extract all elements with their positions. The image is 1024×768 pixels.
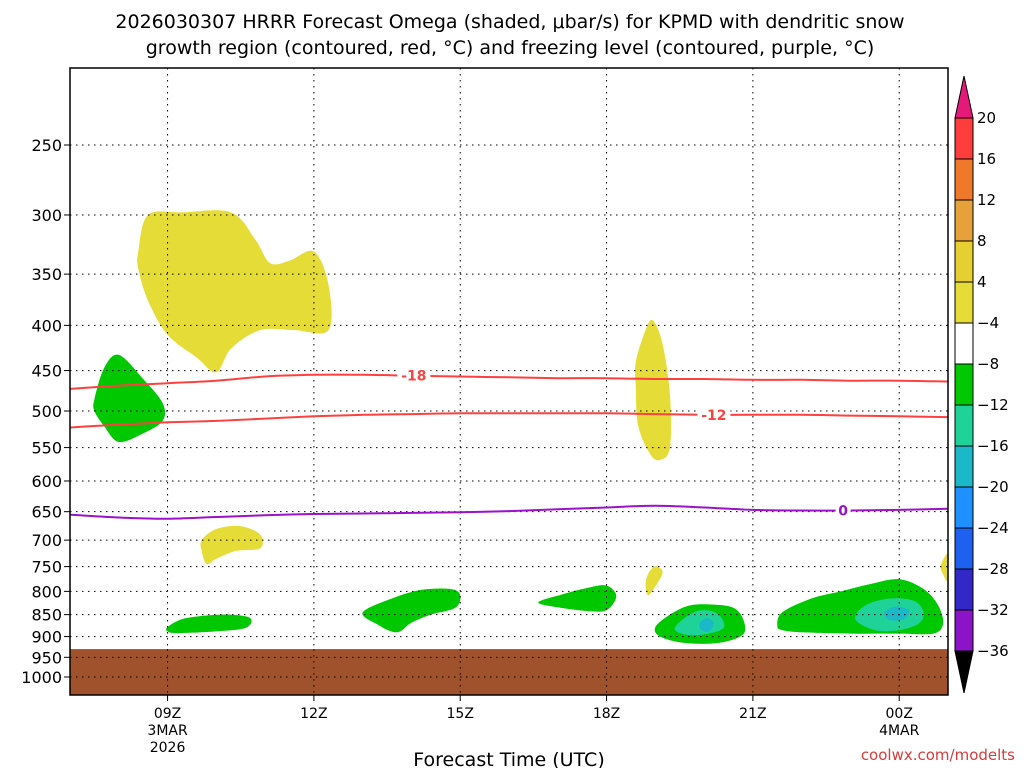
colorbar-swatch-2: [954, 199, 974, 242]
terrain-fill: [70, 649, 948, 695]
ytick-label-600: 600: [31, 472, 62, 491]
xtick-label-15Z: 15Z: [447, 706, 474, 722]
credit-text: coolwx.com/modelts: [861, 746, 1015, 764]
xtick-label-00Z: 00Z: [886, 706, 913, 722]
xtick-year-09Z: 2026: [150, 740, 186, 756]
colorbar-swatch-11: [954, 568, 974, 611]
omega-region-5: [93, 354, 166, 443]
omega-region-1: [200, 525, 263, 565]
omega-region-4: [940, 553, 948, 582]
ytick-label-650: 650: [31, 503, 62, 522]
colorbar-label-7: −12: [977, 396, 1009, 414]
colorbar-label-8: −16: [977, 437, 1009, 455]
contour-line-0: [70, 373, 948, 390]
colorbar-swatch-0: [954, 117, 974, 160]
omega-region-2: [634, 319, 672, 461]
xtick-date-00Z: 4MAR: [879, 723, 920, 739]
ytick-label-350: 350: [31, 265, 62, 284]
contour-line-2: [70, 504, 948, 520]
contour-label-bg-2: [835, 502, 851, 519]
colorbar-swatch-12: [954, 609, 974, 652]
ytick-label-300: 300: [31, 206, 62, 225]
omega-region-0: [137, 210, 332, 373]
omega-region-11: [674, 610, 725, 636]
omega-region-3: [645, 566, 663, 596]
colorbar-label-13: −36: [977, 642, 1009, 660]
colorbar-swatch-5: [954, 322, 974, 365]
colorbar-swatch-8: [954, 445, 974, 488]
ytick-label-1000: 1000: [21, 668, 62, 687]
colorbar-label-10: −24: [977, 519, 1009, 537]
omega-region-13: [698, 618, 714, 632]
ytick-label-700: 700: [31, 531, 62, 550]
omega-region-14: [884, 606, 910, 621]
colorbar-swatch-10: [954, 527, 974, 570]
colorbar-label-4: 4: [977, 273, 987, 291]
contour-label-0: -18: [401, 369, 426, 385]
contour-line-1: [70, 412, 948, 429]
colorbar-label-11: −28: [977, 560, 1009, 578]
colorbar-swatch-7: [954, 404, 974, 447]
colorbar-label-6: −8: [977, 355, 999, 373]
contour-label-bg-0: [397, 367, 431, 384]
chart-title-line2: growth region (contoured, red, °C) and f…: [146, 37, 875, 59]
temperature-contours: -18 -12 0: [70, 367, 948, 520]
ytick-label-900: 900: [31, 628, 62, 647]
ytick-label-400: 400: [31, 316, 62, 335]
ytick-label-950: 950: [31, 648, 62, 667]
colorbar-swatch-3: [954, 240, 974, 283]
omega-region-7: [362, 588, 461, 633]
ytick-label-450: 450: [31, 362, 62, 381]
ytick-label-750: 750: [31, 558, 62, 577]
colorbar-swatch-6: [954, 363, 974, 406]
colorbar-swatch-1: [954, 158, 974, 201]
plot-frame: [69, 67, 949, 696]
x-axis-label: Forecast Time (UTC): [413, 749, 604, 768]
colorbar-bottom-arrow: [954, 650, 974, 694]
colorbar-label-9: −20: [977, 478, 1009, 496]
xtick-label-12Z: 12Z: [300, 706, 327, 722]
contour-label-2: 0: [838, 504, 848, 520]
colorbar-label-5: −4: [977, 314, 999, 332]
ytick-label-850: 850: [31, 606, 62, 625]
y-axis: 250 300 350 400 450 500 550 600 650 700 750 800 850 9…: [21, 136, 70, 687]
colorbar-label-3: 8: [977, 232, 987, 250]
contour-label-1: -12: [701, 408, 726, 424]
ytick-label-500: 500: [31, 402, 62, 421]
omega-region-6: [166, 614, 252, 634]
ytick-label-550: 550: [31, 439, 62, 458]
xtick-label-18Z: 18Z: [593, 706, 620, 722]
xtick-date-09Z: 3MAR: [147, 723, 188, 739]
ytick-label-800: 800: [31, 582, 62, 601]
colorbar: 20 16 12 8 4 −4 −8 −12 −16 −20 −24 −28 −32 −36: [954, 75, 1009, 694]
colorbar-label-0: 20: [977, 109, 996, 127]
omega-region-8: [538, 585, 617, 612]
contour-label-bg-1: [697, 406, 731, 423]
xtick-label-09Z: 09Z: [154, 706, 181, 722]
xtick-label-21Z: 21Z: [739, 706, 766, 722]
colorbar-label-12: −32: [977, 601, 1009, 619]
omega-shading-layer: [93, 210, 948, 644]
colorbar-swatch-4: [954, 281, 974, 324]
colorbar-label-2: 12: [977, 191, 996, 209]
ytick-label-250: 250: [31, 136, 62, 155]
colorbar-swatch-9: [954, 486, 974, 529]
chart-title-line1: 2026030307 HRRR Forecast Omega (shaded, …: [115, 11, 904, 33]
terrain-gridlines: [70, 649, 948, 695]
colorbar-label-1: 16: [977, 150, 996, 168]
